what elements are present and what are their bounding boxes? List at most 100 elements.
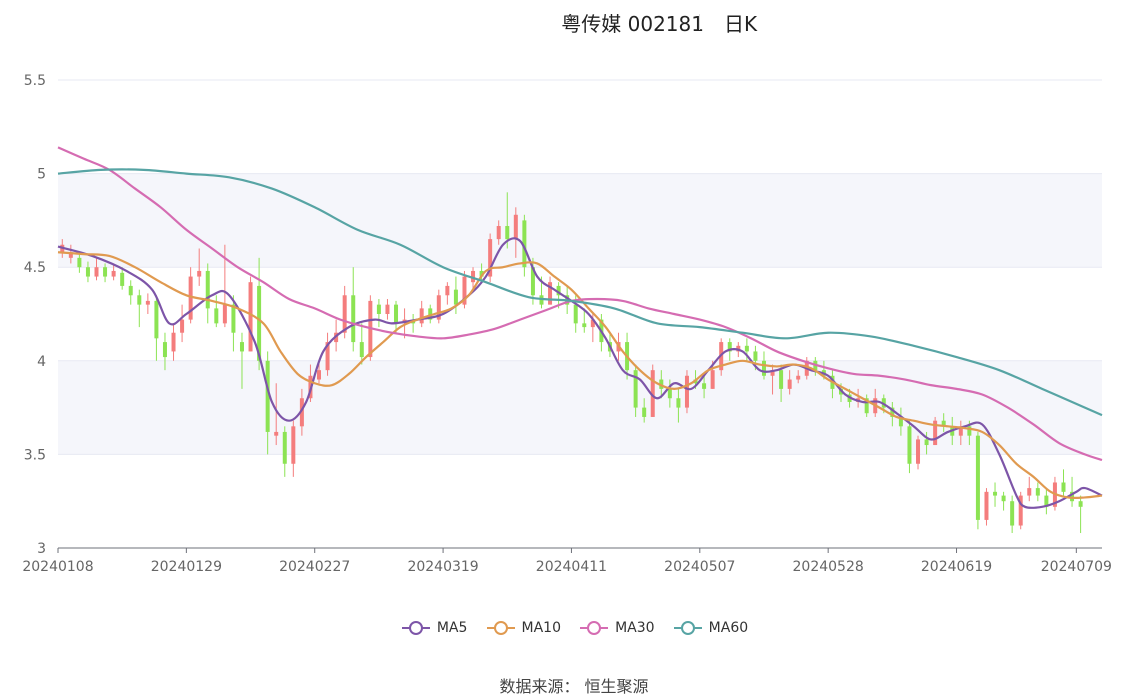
chart-legend: MA5 MA10 MA30 MA60 — [0, 620, 1148, 640]
legend-item-ma30[interactable]: MA30 — [578, 620, 655, 636]
y-tick-label: 5.5 — [24, 73, 46, 89]
candle-body — [111, 270, 116, 277]
candle-body — [445, 285, 450, 296]
legend-item-ma10[interactable]: MA10 — [485, 620, 561, 636]
candle-body — [975, 435, 980, 520]
candle-body — [513, 214, 518, 240]
candle-body — [291, 426, 296, 464]
candle-body — [633, 370, 638, 408]
title-divider — [699, 14, 700, 30]
candle-body — [325, 342, 330, 371]
x-tick-label: 20240319 — [407, 559, 478, 575]
candle-body — [197, 270, 202, 277]
candle-body — [702, 383, 707, 389]
x-tick-label: 20240507 — [664, 559, 735, 575]
x-tick-label: 20240227 — [279, 559, 350, 575]
chart-title: 粤传媒 002181 — [561, 12, 704, 36]
candle-body — [120, 272, 125, 286]
ma-line-ma30 — [57, 146, 1103, 462]
grid-band — [58, 360, 1102, 455]
candle-body — [582, 323, 587, 328]
legend-label: MA60 — [708, 620, 749, 636]
candle-body — [779, 370, 784, 389]
candle-body — [317, 370, 321, 380]
candle-body — [1018, 495, 1023, 526]
x-tick-label: 20240411 — [536, 559, 607, 575]
x-tick-label: 20240528 — [793, 559, 864, 575]
candle-body — [890, 407, 895, 417]
candle-body — [257, 285, 262, 361]
x-tick-label: 20240129 — [151, 559, 222, 575]
candle-body — [676, 398, 681, 408]
x-tick-label: 20240108 — [22, 559, 93, 575]
candle-body — [94, 267, 99, 277]
candle-body — [188, 276, 193, 320]
candle-body — [1035, 488, 1040, 496]
candle-body — [231, 304, 236, 333]
candle-body — [376, 304, 381, 314]
candle-body — [642, 407, 647, 417]
candle-body — [967, 426, 972, 436]
candle-body — [214, 308, 219, 324]
ma-line-ma10 — [57, 251, 1103, 500]
candle-body — [85, 267, 90, 277]
candle-body — [453, 289, 458, 305]
candle-body — [145, 300, 150, 305]
candle-body — [222, 304, 227, 324]
kline-chart: 3 3.5 4 4.5 5 5.5 20240108 20240129 20240227 2024… — [22, 73, 1112, 575]
candle-body — [505, 226, 510, 240]
ma-line-ma60 — [57, 168, 1103, 417]
candle-body — [239, 342, 244, 352]
legend-label: MA30 — [615, 620, 655, 636]
candle-body — [282, 431, 287, 464]
legend-line-icon — [401, 621, 430, 635]
y-tick-label: 5 — [37, 167, 46, 183]
candle-body — [684, 375, 689, 408]
candle-body — [419, 308, 424, 324]
candle-body — [1010, 501, 1015, 526]
legend-item-ma5[interactable]: MA5 — [400, 620, 467, 636]
candle-body — [924, 439, 929, 446]
candle-body — [180, 319, 185, 333]
candle-body — [1001, 495, 1006, 502]
candle-body — [744, 345, 749, 352]
candle-body — [137, 295, 142, 305]
candle-body — [761, 360, 766, 376]
candle-body — [394, 304, 399, 324]
candle-body — [667, 388, 672, 399]
candle-body — [984, 491, 989, 520]
candle-body — [898, 416, 903, 427]
candle-body — [787, 379, 792, 389]
candle-body — [351, 295, 356, 343]
candle-body — [496, 226, 501, 240]
candle-body — [128, 285, 133, 296]
y-tick-label: 3 — [37, 541, 46, 557]
candle-body — [796, 375, 801, 380]
candle-body — [556, 285, 561, 296]
chart-header: 粤传媒 002181 日K — [0, 8, 1148, 38]
legend-line-icon — [486, 621, 515, 635]
candle-body — [436, 295, 441, 320]
candle-body — [471, 270, 476, 283]
candle-body — [299, 398, 304, 427]
candle-body — [385, 304, 390, 314]
candle-body — [488, 239, 493, 277]
candle-body — [590, 319, 595, 328]
candle-body — [659, 379, 664, 389]
candle-body — [933, 420, 938, 446]
candle-body — [753, 351, 758, 361]
candle-body — [428, 308, 433, 320]
candle-body — [1061, 482, 1066, 492]
legend-item-ma60[interactable]: MA60 — [672, 620, 748, 636]
candle-body — [958, 426, 963, 436]
candle-body — [1078, 501, 1083, 507]
candle-body — [248, 282, 253, 352]
candle-body — [650, 370, 655, 417]
candle-body — [941, 420, 946, 427]
legend-line-icon — [580, 621, 609, 635]
candle-body — [727, 342, 732, 352]
grid-band — [58, 173, 1102, 268]
candle-body — [522, 220, 527, 268]
candle-body — [907, 426, 912, 464]
candle-body — [162, 342, 167, 358]
